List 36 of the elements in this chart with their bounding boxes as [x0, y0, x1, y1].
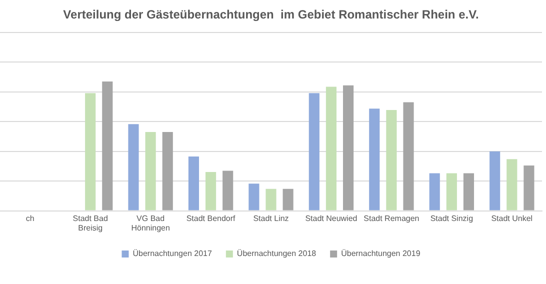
bar [222, 170, 234, 210]
x-tick-label: Stadt Unkel [491, 214, 533, 223]
bar [326, 86, 337, 210]
bar [369, 108, 380, 210]
bar [308, 93, 320, 210]
x-tick-label: Stadt Linz [253, 214, 289, 223]
legend-label: Übernachtungen 2018 [236, 249, 317, 258]
bar [266, 188, 276, 210]
bar [128, 124, 139, 210]
bar [205, 172, 216, 210]
bar [506, 159, 518, 210]
x-tick-label: Stadt Bad Breisig [72, 214, 108, 232]
bar [248, 184, 260, 210]
bar [490, 151, 500, 210]
bar [463, 173, 474, 210]
x-tick-label: Stadt Bendorf [186, 214, 236, 223]
bar [85, 93, 96, 210]
bar [524, 166, 534, 210]
bar [403, 102, 414, 210]
legend-label: Übernachtungen 2019 [341, 249, 421, 258]
bar [282, 188, 294, 210]
x-tick-label: ch [26, 214, 34, 223]
x-tick-label: Stadt Remagen [364, 214, 420, 223]
chart-title: Verteilung der Gästeübernachtungen im Gebiet Romantischer Rhein e.V. [63, 8, 479, 22]
bar [145, 132, 156, 210]
bar [446, 173, 457, 210]
x-tick-label: Stadt Neuwied [305, 214, 358, 223]
bar [342, 85, 354, 210]
bar [386, 110, 397, 210]
legend-label: Übernachtungen 2017 [132, 249, 212, 258]
bar [102, 82, 113, 210]
bar [429, 173, 440, 210]
bar [188, 156, 200, 210]
x-tick-label: VG Bad Hönningen [131, 214, 170, 232]
bar [162, 132, 173, 210]
x-tick-label: Stadt Sinzig [430, 214, 474, 223]
